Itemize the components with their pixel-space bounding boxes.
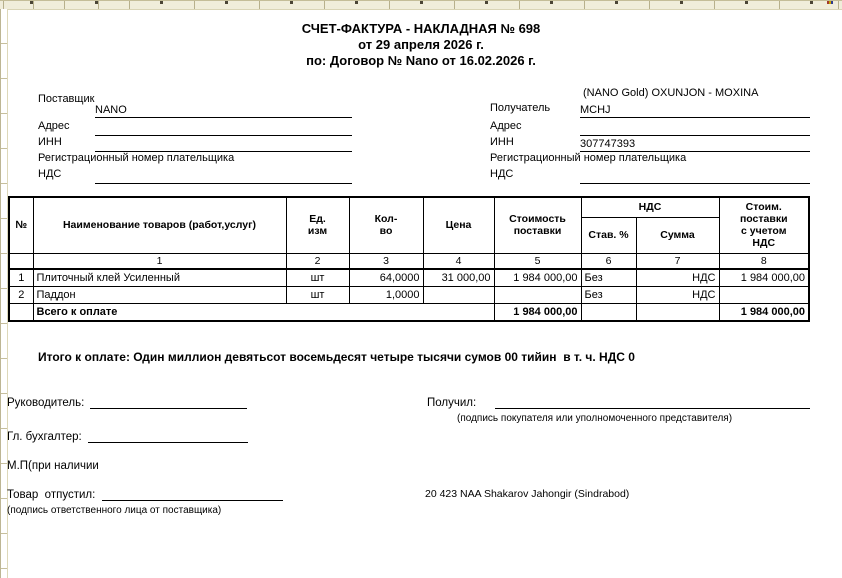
supplier-address-field: [95, 120, 352, 136]
cell-num: 2: [8, 285, 34, 304]
supplier-reg-label: Регистрационный номер плательщика: [38, 152, 235, 164]
toolbar-separator: [838, 1, 839, 9]
stamp-label: М.П(при наличии: [7, 460, 99, 472]
released-label: Товар отпустил:: [7, 489, 96, 501]
supplier-vat-label: НДС: [38, 168, 62, 180]
row-ruler-strip: [0, 9, 8, 578]
toolbar-strip[interactable]: [0, 0, 842, 10]
invoice-contract: по: Договор № Nano от 16.02.2026 г.: [306, 53, 536, 68]
col-number: 4: [422, 252, 495, 270]
col-header-no: №: [8, 196, 34, 254]
toolbar-separator: [98, 1, 99, 9]
col-number: 8: [718, 252, 810, 270]
cell-price: [422, 285, 495, 304]
received-label: Получил:: [427, 397, 477, 409]
supplier-inn-field: [95, 136, 352, 152]
col-number: 2: [285, 252, 350, 270]
amount-in-words: Итого к оплате: Один миллион девятьсот в…: [38, 350, 635, 364]
buyer-name: MCHJ: [580, 104, 611, 116]
buyer-label: Получатель: [490, 102, 551, 114]
cell-vat-rate: Без: [580, 268, 637, 287]
total-amount: 1 984 000,00: [493, 302, 582, 321]
cell-qty: 64,0000: [348, 268, 424, 287]
col-header-vat-sum: Сумма: [635, 216, 720, 254]
buyer-vat-field: [580, 168, 810, 184]
toolbar-icon-bottoms: [0, 1, 842, 4]
toolbar-separator: [33, 1, 34, 9]
supplier-vat-field: [95, 168, 352, 184]
total-row: Всего к оплате 1 984 000,00 1 984 000,00: [8, 302, 810, 321]
col-number: 3: [348, 252, 424, 270]
cell-amount: [493, 285, 582, 304]
cell-num: [8, 302, 34, 321]
received-caption: (подпись покупателя или уполномоченного …: [457, 413, 733, 424]
colored-icon: [831, 1, 833, 4]
cell-price: 31 000,00: [422, 268, 495, 287]
cell-total: 1 984 000,00: [718, 268, 810, 287]
col-header-qty: Кол- во: [348, 196, 424, 254]
accountant-signature-line: [88, 431, 248, 443]
total-label: Всего к оплате: [32, 302, 495, 321]
document-title: СЧЕТ-ФАКТУРА - НАКЛАДНАЯ № 698 от 29 апр…: [0, 21, 842, 69]
col-header-unit: Ед. изм: [285, 196, 350, 254]
cell-unit: шт: [285, 268, 350, 287]
buyer-inn: 307747393: [580, 138, 636, 150]
supplier-inn-label: ИНН: [38, 136, 62, 148]
total-vat-rate: [580, 302, 637, 321]
buyer-inn-label: ИНН: [490, 136, 514, 148]
received-signature-line: [495, 397, 810, 409]
accountant-label: Гл. бухгалтер:: [7, 431, 82, 443]
col-number: 6: [580, 252, 637, 270]
col-header-total: Стоим. поставки с учетом НДС: [718, 196, 810, 254]
cell-amount: 1 984 000,00: [493, 268, 582, 287]
total-vat-sum: [635, 302, 720, 321]
cell-qty: 1,0000: [348, 285, 424, 304]
supplier-label: Поставщик: [38, 93, 95, 105]
col-header-amount: Стоимость поставки: [493, 196, 582, 254]
released-caption: (подпись ответственного лица от поставщи…: [7, 505, 222, 516]
buyer-name-field: MCHJ: [580, 100, 810, 118]
total-sum: 1 984 000,00: [718, 302, 810, 321]
supplier-name: NANO: [95, 104, 127, 116]
col-number: 1: [32, 252, 287, 270]
cell-unit: шт: [285, 285, 350, 304]
col-number: 7: [635, 252, 720, 270]
invoice-date: от 29 апреля 2026 г.: [358, 37, 484, 52]
cell-vat-sum: НДС: [635, 285, 720, 304]
director-label: Руководитель:: [7, 397, 85, 409]
buyer-inn-field: 307747393: [580, 136, 810, 152]
cell-vat-rate: Без: [580, 285, 637, 304]
cell-name: Плиточный клей Усиленный: [32, 268, 287, 287]
supplier-address-label: Адрес: [38, 120, 70, 132]
cell-name: Паддон: [32, 285, 287, 304]
col-header-vat-rate: Став. %: [580, 216, 637, 254]
colored-icon: [827, 1, 829, 4]
table-row: 1 Плиточный клей Усиленный шт 64,0000 31…: [8, 268, 810, 287]
toolbar-separator: [3, 1, 4, 9]
cell-vat-sum: НДС: [635, 268, 720, 287]
col-header-vat-group: НДС: [580, 196, 720, 218]
cell-num: 1: [8, 268, 34, 287]
invoice-title: СЧЕТ-ФАКТУРА - НАКЛАДНАЯ № 698: [301, 21, 541, 36]
buyer-vat-label: НДС: [490, 168, 514, 180]
buyer-reg-label: Регистрационный номер плательщика: [490, 152, 687, 164]
col-header-price: Цена: [422, 196, 495, 254]
col-header-name: Наименование товаров (работ,услуг): [32, 196, 287, 254]
buyer-company-line: (NANO Gold) OXUNJON - MOXINA: [583, 87, 759, 99]
col-number: 5: [493, 252, 582, 270]
colored-icon: [829, 1, 831, 4]
director-signature-line: [90, 397, 247, 409]
cell-total: [718, 285, 810, 304]
supplier-name-field: NANO: [95, 100, 352, 118]
items-table: № Наименование товаров (работ,услуг) Ед.…: [8, 196, 810, 322]
buyer-address-label: Адрес: [490, 120, 522, 132]
col-number: [8, 252, 34, 270]
released-signature-line: [102, 489, 283, 501]
released-by-line: 20 423 NAA Shakarov Jahongir (Sindrabod): [425, 488, 630, 500]
table-row: 2 Паддон шт 1,0000 Без НДС: [8, 285, 810, 304]
buyer-address-field: [580, 120, 810, 136]
